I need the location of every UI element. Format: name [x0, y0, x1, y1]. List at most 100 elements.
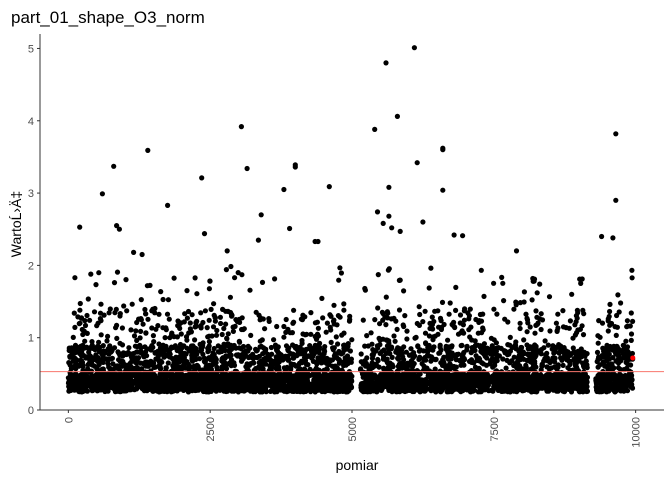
data-point [545, 342, 551, 348]
data-point [299, 337, 305, 344]
data-point [156, 311, 162, 317]
data-point [99, 374, 105, 380]
data-point [507, 334, 513, 340]
data-point [84, 383, 91, 389]
data-point [573, 313, 580, 319]
data-point [469, 371, 475, 377]
data-point [560, 355, 567, 361]
data-point [283, 316, 289, 323]
data-point [510, 388, 516, 394]
data-point [223, 362, 229, 369]
data-point [361, 373, 367, 379]
data-point [158, 371, 164, 378]
data-point [597, 362, 603, 368]
data-point [555, 311, 561, 317]
data-point [500, 356, 506, 362]
data-point [158, 380, 164, 386]
data-point [312, 349, 318, 356]
data-point [386, 371, 392, 378]
data-point [518, 354, 524, 360]
data-point [158, 289, 164, 295]
data-point [155, 356, 161, 362]
data-point [436, 350, 442, 356]
data-point [98, 301, 104, 307]
data-point [120, 382, 126, 388]
data-point [496, 384, 502, 391]
data-point [86, 368, 92, 374]
data-point [182, 350, 188, 356]
data-point [571, 384, 577, 390]
data-point [198, 325, 204, 331]
data-point [198, 310, 204, 316]
data-point [87, 317, 93, 323]
data-point [72, 324, 78, 330]
data-point [341, 330, 347, 336]
data-point [69, 351, 75, 357]
data-point [547, 328, 553, 334]
data-point [334, 355, 340, 361]
data-point [481, 380, 487, 387]
data-point [458, 330, 464, 336]
data-point [293, 363, 299, 369]
data-point [605, 318, 611, 324]
data-point [391, 333, 397, 339]
data-point [119, 325, 125, 331]
data-point [210, 324, 217, 330]
data-point [316, 376, 322, 382]
data-point [525, 346, 531, 352]
data-point [400, 381, 406, 387]
data-point [429, 322, 435, 328]
data-point [428, 354, 435, 360]
data-point [213, 360, 219, 366]
data-point [402, 313, 408, 319]
data-point [517, 363, 523, 369]
data-point [244, 366, 250, 372]
data-point [126, 381, 132, 387]
data-point [114, 335, 120, 341]
data-point [478, 267, 484, 273]
data-point [259, 279, 266, 285]
data-point [408, 346, 414, 352]
data-point [128, 327, 134, 333]
data-point [623, 338, 629, 344]
data-point [531, 384, 538, 390]
data-point [147, 282, 153, 288]
data-point [490, 364, 496, 370]
data-point [445, 349, 451, 355]
data-point [607, 308, 613, 315]
data-point [345, 360, 351, 367]
data-point [513, 342, 519, 349]
data-point [302, 381, 308, 387]
data-point [333, 334, 339, 340]
data-point [85, 296, 91, 302]
data-point [377, 342, 383, 348]
data-point [262, 326, 268, 332]
data-point [185, 308, 192, 315]
data-point [290, 351, 296, 357]
data-point [214, 327, 220, 334]
data-point [594, 349, 601, 355]
data-point [188, 364, 194, 370]
data-point [385, 345, 392, 351]
data-point [138, 317, 144, 323]
data-point [397, 377, 403, 383]
data-point [342, 388, 348, 394]
data-point [79, 326, 85, 333]
data-point [115, 379, 121, 385]
data-point [421, 388, 427, 394]
data-point [334, 365, 340, 371]
data-point [595, 385, 601, 391]
data-point [392, 338, 398, 344]
data-point [570, 335, 576, 341]
data-point [302, 332, 308, 338]
data-point [236, 378, 242, 384]
data-points [65, 45, 636, 395]
data-point [106, 351, 112, 357]
data-point [157, 348, 163, 354]
data-point [481, 293, 487, 299]
data-point [465, 375, 471, 381]
data-point [208, 379, 215, 385]
data-point [482, 353, 488, 359]
data-point [551, 376, 557, 383]
data-point [438, 318, 444, 324]
